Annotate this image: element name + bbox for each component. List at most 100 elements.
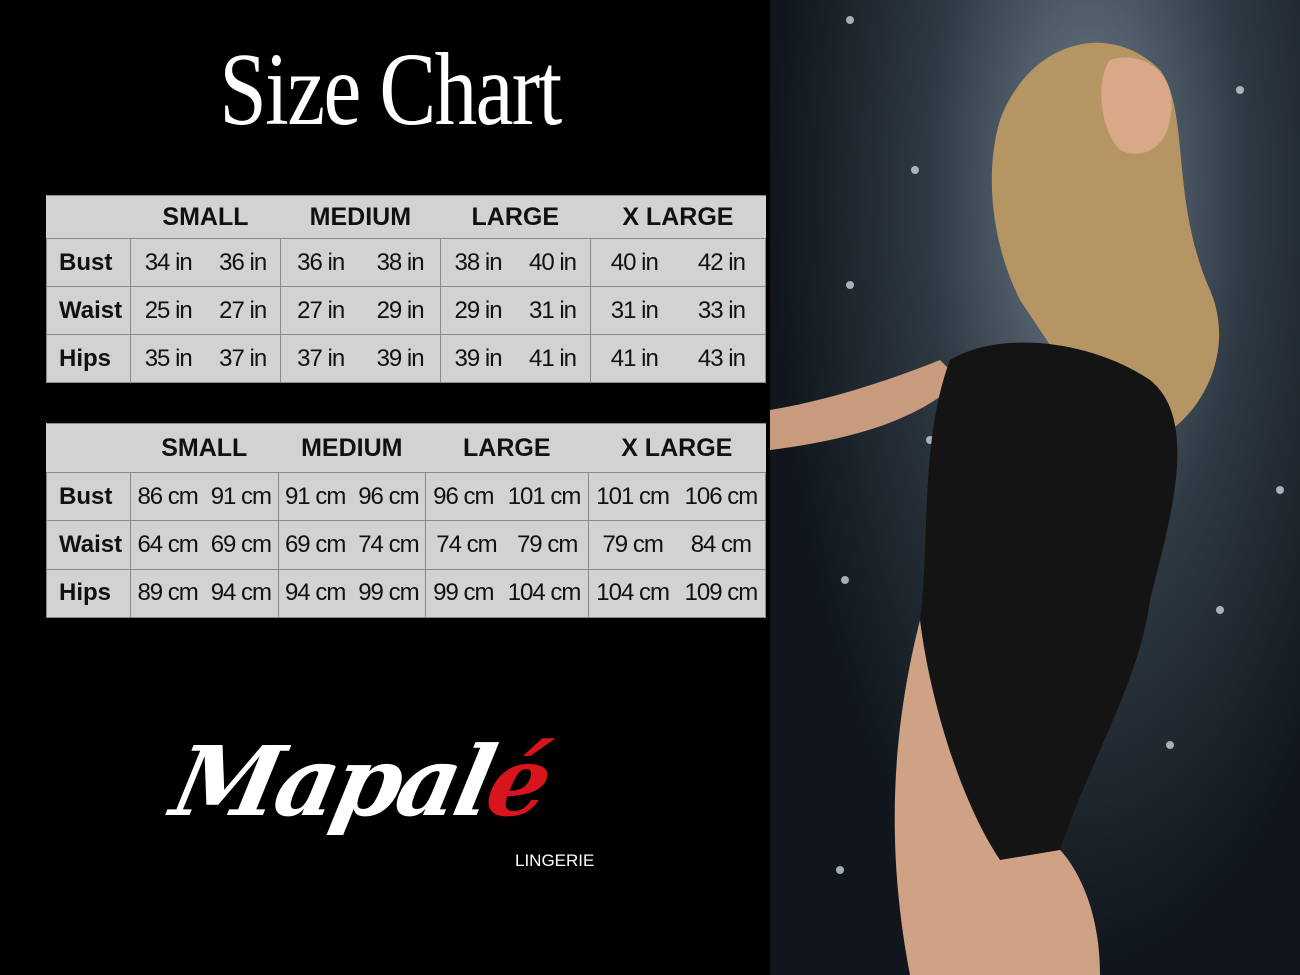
range-min: 74 cm <box>436 530 497 558</box>
size-range-cell: 35 in 37 in <box>130 334 281 383</box>
range-max: 40 in <box>528 248 577 276</box>
header-spacer <box>46 195 131 239</box>
size-range-cell: 38 in 40 in <box>439 238 591 287</box>
range-max: 37 in <box>219 344 267 372</box>
size-table-inches: SMALL MEDIUM LARGE X LARGE Bust 34 in 36 in 36 … <box>46 195 767 383</box>
measurement-row-bust: Bust 34 in 36 in 36 in 38 in 38 in 40 in 40 in 4… <box>46 238 767 287</box>
range-max: 38 in <box>376 248 425 276</box>
header-spacer <box>46 423 131 473</box>
size-range-cell: 69 cm 74 cm <box>277 520 427 570</box>
measurement-row-waist: Waist 64 cm 69 cm 69 cm 74 cm 74 cm 79 cm 79 cm… <box>46 520 767 570</box>
page-title: Size Chart <box>219 32 562 147</box>
size-range-cell: 79 cm 84 cm <box>587 520 767 570</box>
range-min: 36 in <box>297 248 345 276</box>
range-max: 33 in <box>697 296 746 324</box>
size-header-large: LARGE <box>425 423 589 473</box>
measurement-label: Hips <box>46 568 131 619</box>
range-max: 99 cm <box>358 579 419 607</box>
range-max: 109 cm <box>684 579 759 607</box>
range-min: 69 cm <box>284 530 346 558</box>
range-min: 40 in <box>610 248 659 276</box>
range-max: 69 cm <box>210 530 272 558</box>
measurement-row-hips: Hips 89 cm 94 cm 94 cm 99 cm 99 cm 104 cm 104 c… <box>46 568 767 619</box>
range-min: 94 cm <box>284 579 346 607</box>
range-max: 79 cm <box>516 530 578 558</box>
range-min: 37 in <box>297 344 345 372</box>
measurement-label: Bust <box>46 238 131 287</box>
range-min: 25 in <box>144 296 193 324</box>
range-max: 31 in <box>528 296 577 324</box>
range-min: 86 cm <box>137 482 198 510</box>
range-min: 104 cm <box>596 579 670 607</box>
range-min: 64 cm <box>137 530 198 558</box>
measurement-row-bust: Bust 86 cm 91 cm 91 cm 96 cm 96 cm 101 cm 101 c… <box>46 471 767 522</box>
range-max: 74 cm <box>358 530 419 558</box>
range-max: 42 in <box>697 248 746 276</box>
range-max: 91 cm <box>210 482 272 510</box>
range-max: 94 cm <box>210 579 272 607</box>
size-header-small: SMALL <box>130 423 279 473</box>
size-range-cell: 39 in 41 in <box>439 334 591 383</box>
range-max: 84 cm <box>690 530 752 558</box>
size-range-cell: 29 in 31 in <box>439 286 591 335</box>
size-header-medium: MEDIUM <box>280 195 441 239</box>
size-range-cell: 99 cm 104 cm <box>425 568 589 619</box>
range-max: 27 in <box>219 296 267 324</box>
size-range-cell: 64 cm 69 cm <box>130 520 279 570</box>
range-min: 79 cm <box>602 530 663 558</box>
range-max: 36 in <box>219 248 267 276</box>
measurement-label: Waist <box>46 520 131 570</box>
size-range-cell: 27 in 29 in <box>279 286 441 335</box>
size-range-cell: 31 in 33 in <box>589 286 767 335</box>
size-header-x-large: X LARGE <box>588 423 766 473</box>
size-range-cell: 96 cm 101 cm <box>425 471 589 522</box>
size-range-cell: 101 cm 106 cm <box>587 471 767 522</box>
range-min: 89 cm <box>137 579 198 607</box>
size-range-cell: 34 in 36 in <box>130 238 281 287</box>
model-photo <box>770 0 1300 975</box>
range-max: 104 cm <box>507 579 582 607</box>
size-header-large: LARGE <box>440 195 591 239</box>
range-min: 31 in <box>610 296 659 324</box>
range-min: 35 in <box>144 344 193 372</box>
range-max: 43 in <box>697 344 746 372</box>
range-max: 29 in <box>376 296 425 324</box>
size-header-x-large: X LARGE <box>590 195 766 239</box>
measurement-label: Hips <box>46 334 131 383</box>
range-max: 106 cm <box>684 482 759 510</box>
measurement-label: Bust <box>46 471 131 522</box>
range-max: 39 in <box>376 344 425 372</box>
size-range-cell: 104 cm 109 cm <box>587 568 767 619</box>
brand-subtitle: LINGERIE <box>515 851 595 870</box>
brand-wordmark: Mapalé <box>163 725 558 838</box>
model-photo-illustration <box>770 16 1284 975</box>
measurement-label: Waist <box>46 286 131 335</box>
size-range-cell: 89 cm 94 cm <box>130 568 279 619</box>
brand-name: Mapal <box>162 725 502 838</box>
size-header-medium: MEDIUM <box>278 423 426 473</box>
range-min: 27 in <box>297 296 345 324</box>
size-range-cell: 86 cm 91 cm <box>130 471 279 522</box>
size-range-cell: 91 cm 96 cm <box>277 471 427 522</box>
range-min: 41 in <box>610 344 659 372</box>
range-max: 41 in <box>528 344 577 372</box>
range-min: 39 in <box>454 344 503 372</box>
size-range-cell: 25 in 27 in <box>130 286 281 335</box>
range-min: 96 cm <box>433 482 494 510</box>
range-min: 91 cm <box>284 482 346 510</box>
size-range-cell: 37 in 39 in <box>279 334 441 383</box>
size-header-row: SMALL MEDIUM LARGE X LARGE <box>46 423 766 473</box>
size-range-cell: 40 in 42 in <box>589 238 767 287</box>
range-min: 99 cm <box>433 579 494 607</box>
size-table-cm: SMALL MEDIUM LARGE X LARGE Bust 86 cm 91 cm 91 … <box>46 423 767 619</box>
range-min: 38 in <box>454 248 503 276</box>
size-range-cell: 41 in 43 in <box>589 334 767 383</box>
brand-logo: Mapalé LINGERIE <box>163 725 615 885</box>
size-header-small: SMALL <box>130 195 281 239</box>
size-range-cell: 36 in 38 in <box>279 238 441 287</box>
range-min: 34 in <box>144 248 193 276</box>
range-max: 101 cm <box>507 482 582 510</box>
range-min: 101 cm <box>596 482 670 510</box>
measurement-row-waist: Waist 25 in 27 in 27 in 29 in 29 in 31 in 31 in… <box>46 286 767 335</box>
